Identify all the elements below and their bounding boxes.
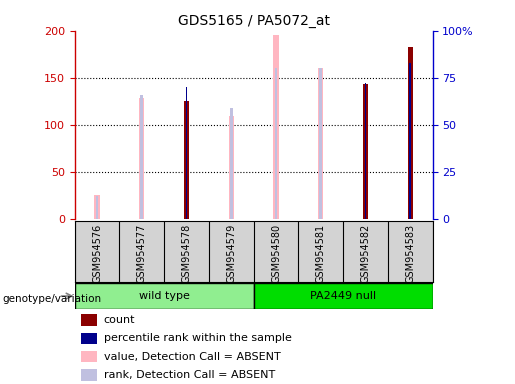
Bar [94,195,100,219]
Bar [81,351,96,362]
Title: GDS5165 / PA5072_at: GDS5165 / PA5072_at [178,14,330,28]
Bar [273,35,279,219]
Text: percentile rank within the sample: percentile rank within the sample [104,333,291,343]
Bar [229,116,234,219]
Text: GSM954580: GSM954580 [271,224,281,283]
Text: GSM954576: GSM954576 [92,224,102,283]
Bar [96,196,98,219]
Text: wild type: wild type [139,291,190,301]
Text: GSM954579: GSM954579 [226,224,236,283]
Text: GSM954583: GSM954583 [405,224,415,283]
Bar [365,83,366,219]
Bar [407,47,413,219]
Bar [318,68,323,219]
Text: rank, Detection Call = ABSENT: rank, Detection Call = ABSENT [104,370,275,380]
Bar [81,333,96,344]
Text: GSM954577: GSM954577 [137,224,147,283]
Bar [81,369,96,381]
Bar [81,314,96,326]
Bar [274,68,278,219]
Bar [75,283,253,309]
Bar [363,84,368,219]
Text: value, Detection Call = ABSENT: value, Detection Call = ABSENT [104,352,280,362]
Bar [185,87,187,219]
Text: GSM954581: GSM954581 [316,224,326,283]
Bar [230,108,233,219]
Text: genotype/variation: genotype/variation [3,294,101,304]
Bar [184,101,189,219]
Bar [409,63,411,219]
Text: GSM954582: GSM954582 [360,224,370,283]
Text: count: count [104,315,135,325]
Text: GSM954578: GSM954578 [181,224,192,283]
Bar [319,68,322,219]
Bar [139,98,145,219]
Bar [141,95,143,219]
Text: PA2449 null: PA2449 null [310,291,376,301]
Bar [253,283,433,309]
